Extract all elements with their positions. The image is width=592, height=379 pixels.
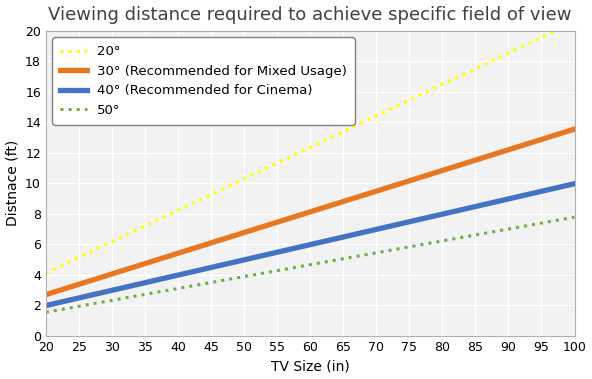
40° (Recommended for Cinema) bbox=[106, 289, 113, 293]
40° (Recommended for Cinema) bbox=[426, 215, 433, 219]
50° bbox=[424, 241, 431, 246]
50° bbox=[426, 241, 433, 245]
Line: 20°: 20° bbox=[46, 22, 574, 273]
Legend: 20°, 30° (Recommended for Mixed Usage), 40° (Recommended for Cinema), 50°: 20°, 30° (Recommended for Mixed Usage), … bbox=[53, 37, 355, 125]
20° bbox=[426, 88, 433, 92]
50° bbox=[375, 250, 382, 255]
30° (Recommended for Mixed Usage) bbox=[42, 292, 49, 297]
20° bbox=[375, 113, 382, 117]
40° (Recommended for Cinema) bbox=[424, 215, 431, 220]
30° (Recommended for Mixed Usage) bbox=[424, 173, 431, 177]
Line: 50°: 50° bbox=[46, 217, 574, 312]
40° (Recommended for Cinema) bbox=[252, 255, 259, 260]
50° bbox=[214, 279, 221, 283]
30° (Recommended for Mixed Usage) bbox=[252, 227, 259, 231]
20° bbox=[571, 19, 578, 24]
20° bbox=[252, 171, 259, 176]
20° bbox=[424, 89, 431, 94]
X-axis label: TV Size (in): TV Size (in) bbox=[271, 359, 349, 373]
40° (Recommended for Cinema) bbox=[42, 303, 49, 308]
Line: 40° (Recommended for Cinema): 40° (Recommended for Cinema) bbox=[46, 184, 574, 305]
30° (Recommended for Mixed Usage) bbox=[214, 238, 221, 243]
50° bbox=[106, 299, 113, 303]
50° bbox=[571, 215, 578, 219]
20° bbox=[42, 271, 49, 276]
30° (Recommended for Mixed Usage) bbox=[375, 188, 382, 193]
20° bbox=[214, 189, 221, 193]
Title: Viewing distance required to achieve specific field of view: Viewing distance required to achieve spe… bbox=[49, 6, 572, 23]
50° bbox=[42, 310, 49, 315]
30° (Recommended for Mixed Usage) bbox=[426, 172, 433, 177]
30° (Recommended for Mixed Usage) bbox=[106, 273, 113, 277]
40° (Recommended for Cinema) bbox=[571, 182, 578, 186]
30° (Recommended for Mixed Usage) bbox=[571, 127, 578, 132]
20° bbox=[106, 241, 113, 245]
Y-axis label: Distnace (ft): Distnace (ft) bbox=[5, 140, 20, 227]
40° (Recommended for Cinema) bbox=[214, 263, 221, 268]
50° bbox=[252, 272, 259, 277]
40° (Recommended for Cinema) bbox=[375, 227, 382, 231]
Line: 30° (Recommended for Mixed Usage): 30° (Recommended for Mixed Usage) bbox=[46, 129, 574, 294]
